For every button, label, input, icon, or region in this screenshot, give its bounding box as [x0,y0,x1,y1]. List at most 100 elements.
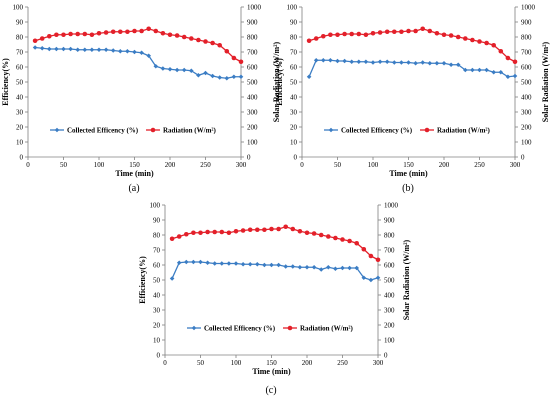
y-right-tick-label: 600 [384,262,395,270]
radiation-point [512,59,518,65]
radiation-point [174,33,180,38]
radiation-point [313,36,319,41]
efficiency-point [167,66,173,72]
radiation-point [306,38,312,44]
y-axis-left-label: Efficiency(%) [138,256,147,304]
y-right-tick-label: 800 [384,232,395,240]
efficiency-point [255,261,260,267]
efficiency-point [231,74,237,80]
efficiency-point [342,58,347,64]
radiation-point [262,227,267,233]
radiation-point [247,227,253,233]
radiation-point [399,29,404,35]
radiation-point [254,227,260,233]
legend-marker-diamond [328,127,334,133]
radiation-point [210,40,215,46]
radiation-point [311,231,317,236]
radiation-point [304,230,310,236]
radiation-point [470,37,475,43]
efficiency-point [340,265,345,271]
radiation-point [125,29,130,35]
radiation-point [96,30,102,36]
radiation-point [342,31,347,37]
radiation-point [335,32,340,38]
radiation-point [406,28,411,34]
radiation-point [224,48,230,54]
radiation-point [463,36,468,41]
efficiency-point [103,47,109,53]
radiation-point [231,55,237,61]
radiation-point [484,40,489,46]
radiation-point [392,29,397,35]
efficiency-point [210,73,215,79]
legend-marker-diamond [54,127,60,133]
efficiency-point [420,60,425,65]
y-right-tick-label: 1000 [247,4,262,12]
y-right-tick-label: 300 [521,109,532,117]
y-left-tick-label: 20 [16,124,24,132]
radiation-point [434,30,440,36]
efficiency-point [347,265,352,271]
legend-label: Radiation (W/m²) [163,127,217,135]
efficiency-point [463,67,468,73]
radiation-point [283,224,289,230]
x-tick-label: 50 [197,359,205,367]
efficiency-point [233,261,239,266]
radiation-point [103,30,109,35]
y-right-tick-label: 500 [521,79,532,87]
radiation-point [321,33,326,39]
efficiency-point [470,67,475,73]
efficiency-point [455,62,461,68]
series-line-radiation [171,226,379,261]
radiation-point [441,32,447,38]
radiation-point [219,229,225,235]
y-left-tick-label: 50 [153,277,161,285]
y-right-tick-label: 500 [384,277,395,285]
y-left-tick-label: 10 [290,139,298,147]
y-left-tick-label: 60 [16,64,24,72]
radiation-point [427,28,433,34]
efficiency-point [413,60,418,66]
efficiency-point [335,58,340,64]
efficiency-point [125,48,130,54]
radiation-point [377,30,383,35]
radiation-point [184,231,189,237]
x-axis-label: Time (min) [389,169,428,178]
x-axis-label: Time (min) [115,169,154,178]
x-tick-label: 200 [165,161,176,169]
y-left-tick-label: 90 [290,19,298,27]
y-right-tick-label: 800 [247,34,258,42]
y-left-tick-label: 100 [13,4,24,12]
efficiency-point [349,59,354,65]
efficiency-point [89,47,95,53]
radiation-point [238,59,244,65]
radiation-point [68,31,73,37]
radiation-point [196,37,201,43]
x-tick-label: 0 [163,359,167,367]
y-left-tick-label: 20 [290,124,298,132]
efficiency-point [354,265,359,271]
radiation-point [384,29,390,35]
efficiency-point [110,48,116,53]
y-right-tick-label: 700 [521,49,532,57]
y-right-tick-label: 0 [521,154,525,162]
efficiency-point [392,60,397,65]
radiation-point [139,28,144,34]
efficiency-point [176,260,182,266]
y-right-tick-label: 400 [521,94,532,102]
efficiency-point [512,73,518,79]
radiation-point [505,55,511,61]
efficiency-point [39,45,45,51]
efficiency-point [238,74,244,80]
chart-panel-1: 0102030405060708090100010020030040050060… [1,4,281,195]
efficiency-point [297,264,303,270]
radiation-point [420,26,426,32]
radiation-point [233,228,239,234]
panel-label: (b) [402,183,414,194]
efficiency-point [184,259,189,265]
radiation-point [347,238,352,244]
radiation-point [491,42,497,48]
radiation-point [477,39,482,44]
radiation-point [448,33,454,38]
radiation-point [153,28,159,34]
